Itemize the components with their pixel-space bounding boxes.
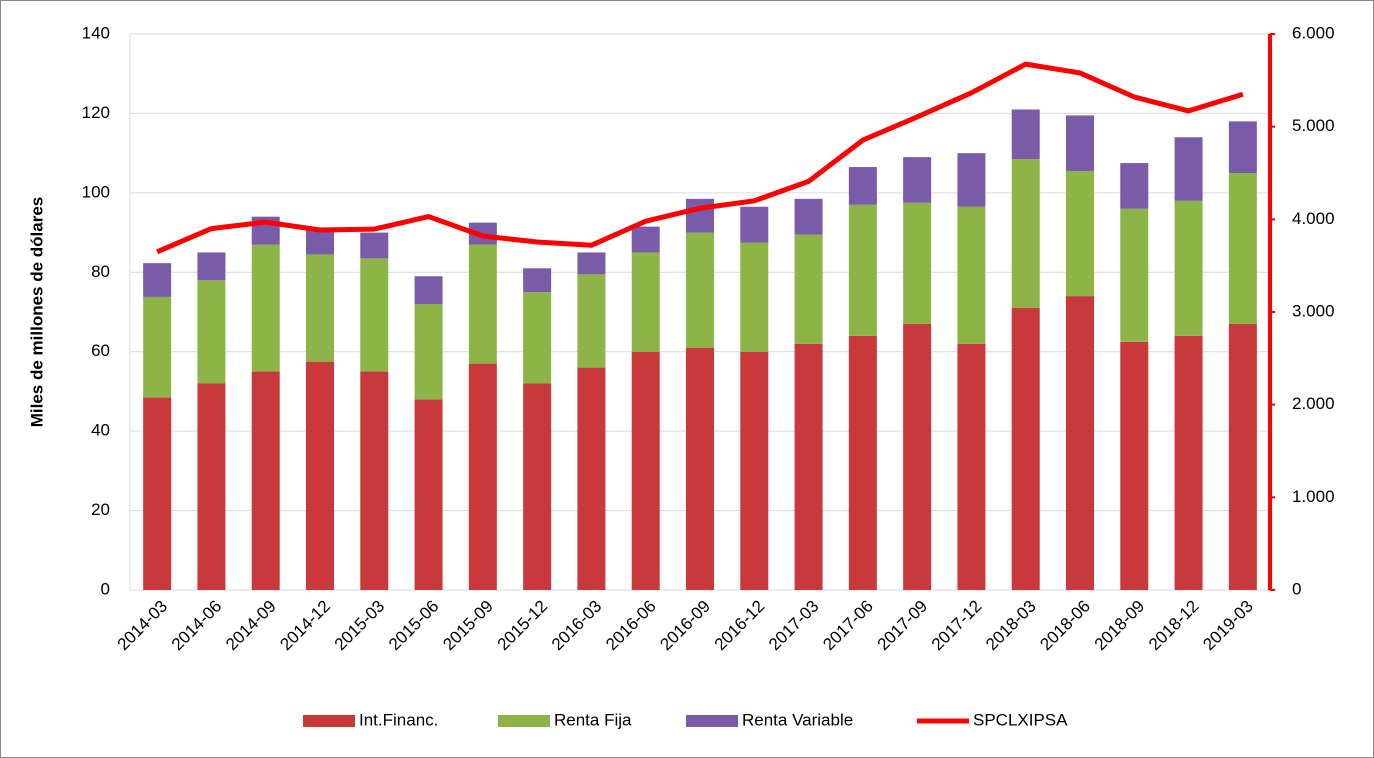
legend-swatch: [686, 715, 738, 727]
bar: [577, 274, 606, 368]
bar: [848, 167, 877, 205]
bar: [1011, 308, 1040, 590]
bar: [740, 206, 769, 243]
y-tick-label: 120: [82, 103, 110, 122]
bar: [468, 363, 497, 590]
bar: [1174, 137, 1203, 201]
legend-swatch: [303, 715, 355, 727]
bar: [251, 371, 280, 590]
legend-label: Int.Financ.: [359, 710, 438, 729]
bar: [197, 280, 226, 384]
bar: [794, 234, 823, 344]
legend-label: Renta Variable: [742, 710, 853, 729]
bar: [523, 292, 552, 384]
bar: [577, 252, 606, 275]
y-tick-label: 140: [82, 23, 110, 42]
bar: [957, 153, 986, 207]
y-axis-label: Miles de millones de dólares: [27, 197, 46, 428]
bar: [1174, 335, 1203, 590]
bar: [360, 371, 389, 590]
bar: [848, 204, 877, 336]
y-tick-label: 40: [91, 421, 110, 440]
bar: [1120, 341, 1149, 590]
bar: [1066, 115, 1094, 172]
bar: [143, 263, 172, 297]
bar: [414, 399, 443, 590]
bar: [1228, 121, 1257, 173]
bar: [414, 304, 443, 400]
bar: [306, 361, 334, 590]
bar: [794, 198, 823, 235]
y2-tick-label: 2.000: [1292, 394, 1335, 413]
bar: [631, 252, 660, 352]
bar: [523, 383, 552, 590]
bar: [794, 343, 823, 590]
legend-label: SPCLXIPSA: [973, 710, 1068, 729]
bar: [197, 383, 226, 590]
bar: [197, 252, 226, 281]
bar: [686, 347, 714, 590]
y-tick-label: 60: [91, 341, 110, 360]
bar: [468, 244, 497, 364]
bar: [903, 157, 932, 203]
bar: [306, 228, 334, 255]
legend-swatch: [498, 715, 550, 727]
bar: [143, 296, 172, 398]
bar: [1120, 208, 1149, 342]
y-tick-label: 80: [91, 262, 110, 281]
bar: [957, 343, 986, 590]
bar: [631, 351, 660, 590]
y2-tick-label: 5.000: [1292, 116, 1335, 135]
bar: [903, 323, 932, 590]
line-series: [156, 61, 1244, 255]
y2-tick-label: 6.000: [1292, 23, 1335, 42]
bar: [1066, 296, 1094, 590]
y-tick-label: 0: [101, 579, 110, 598]
legend-label: Renta Fija: [554, 710, 632, 729]
bar: [306, 254, 334, 362]
bar: [1174, 200, 1203, 336]
bar: [740, 242, 769, 352]
bar: [848, 335, 877, 590]
y2-tick-label: 0: [1292, 579, 1301, 598]
bar: [631, 226, 660, 253]
bar: [577, 367, 606, 590]
bar: [1011, 109, 1040, 160]
bar: [686, 198, 714, 233]
bar: [143, 397, 172, 590]
bar: [903, 202, 932, 324]
y-tick-label: 20: [91, 500, 110, 519]
bar: [1066, 171, 1094, 297]
bar: [523, 268, 552, 293]
bar: [957, 206, 986, 344]
bar: [1228, 173, 1257, 324]
bar: [740, 351, 769, 590]
bar: [251, 244, 280, 372]
bar: [686, 232, 714, 348]
bar: [414, 276, 443, 305]
bar: [1228, 323, 1257, 590]
bar: [1011, 159, 1040, 309]
bar: [1120, 163, 1149, 209]
y2-tick-label: 3.000: [1292, 301, 1335, 320]
y-tick-label: 100: [82, 182, 110, 201]
bar: [360, 232, 389, 259]
y2-tick-label: 1.000: [1292, 487, 1335, 506]
bar: [360, 258, 389, 372]
y2-tick-label: 4.000: [1292, 209, 1335, 228]
